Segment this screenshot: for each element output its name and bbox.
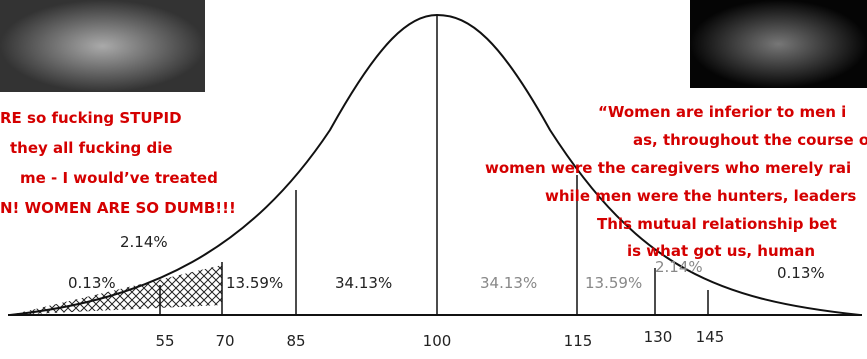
quote-line: women were the caregivers who merely rai [485, 159, 851, 177]
quote-line: This mutual relationship bet [597, 215, 837, 233]
left-quote: RE so fucking STUPID they all fucking di… [0, 109, 236, 217]
axis: 55 70 85 100 115 130 145 [155, 328, 724, 350]
region-label: 2.14% [655, 258, 703, 276]
region-label: 2.14% [120, 233, 168, 251]
region-label: 34.13% [335, 274, 392, 292]
quote-line: is what got us, human [627, 242, 815, 260]
region-label: 13.59% [226, 274, 283, 292]
quote-line: while men were the hunters, leaders [545, 187, 856, 205]
axis-label: 55 [155, 332, 174, 350]
quote-line: as, throughout the course o [633, 131, 867, 149]
region-label: 0.13% [68, 274, 116, 292]
quote-line: me - I would’ve treated [20, 169, 218, 187]
quote-line: they all fucking die [10, 139, 173, 157]
axis-label: 100 [423, 332, 452, 350]
region-label: 13.59% [585, 274, 642, 292]
axis-label: 130 [644, 328, 673, 346]
quote-line: RE so fucking STUPID [0, 109, 182, 127]
region-label: 34.13% [480, 274, 537, 292]
axis-label: 70 [215, 332, 234, 350]
region-label: 0.13% [777, 264, 825, 282]
quote-line: “Women are inferior to men i [598, 103, 846, 121]
axis-label: 115 [564, 332, 593, 350]
photo-left [0, 0, 205, 92]
hatch [10, 265, 222, 315]
axis-label: 85 [286, 332, 305, 350]
dividers [159, 15, 709, 315]
right-quote: “Women are inferior to men i as, through… [485, 103, 867, 260]
quote-line: N! WOMEN ARE SO DUMB!!! [0, 199, 236, 217]
photo-right [690, 0, 867, 88]
axis-label: 145 [696, 328, 725, 346]
